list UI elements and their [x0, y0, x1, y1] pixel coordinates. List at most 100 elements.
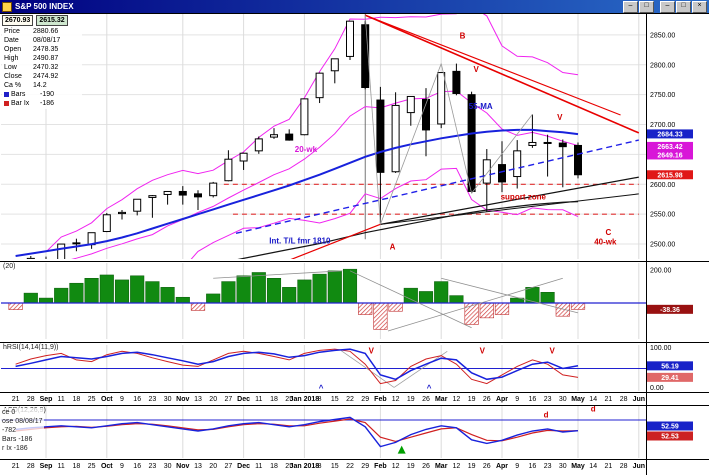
svg-text:25: 25 — [285, 396, 293, 403]
svg-text:Apr: Apr — [496, 463, 508, 470]
svg-text:9: 9 — [515, 463, 519, 470]
svg-text:23: 23 — [149, 463, 157, 470]
svg-text:16: 16 — [133, 463, 141, 470]
svg-text:Feb: Feb — [374, 396, 386, 403]
svg-text:11: 11 — [255, 396, 262, 403]
svg-text:2684.33: 2684.33 — [657, 131, 682, 138]
svg-text:22: 22 — [346, 396, 354, 403]
svg-text:Int. T/L fmr 1810: Int. T/L fmr 1810 — [269, 236, 331, 245]
svg-text:30: 30 — [559, 396, 567, 403]
data-window-row: Bars -190 — [4, 90, 80, 99]
svg-text:26: 26 — [483, 463, 491, 470]
data-window-row: Price 2880.66 — [4, 28, 59, 35]
srsi-panel-label: hRSI(14,14(11,9)) — [3, 344, 59, 351]
svg-text:13: 13 — [194, 463, 202, 470]
svg-text:2750.00: 2750.00 — [650, 92, 675, 99]
svg-text:25: 25 — [88, 463, 96, 470]
svg-text:May: May — [571, 463, 585, 470]
svg-text:Mar: Mar — [435, 396, 448, 403]
svg-text:Nov: Nov — [176, 463, 189, 470]
svg-text:40-wk: 40-wk — [594, 238, 617, 247]
svg-text:11: 11 — [58, 463, 65, 470]
svg-text:May: May — [571, 396, 585, 403]
svg-text:Apr: Apr — [496, 396, 508, 403]
svg-text:2800.00: 2800.00 — [650, 62, 675, 69]
svg-text:2500.00: 2500.00 — [650, 242, 675, 249]
maximize-button[interactable]: □ — [676, 0, 691, 13]
svg-text:27: 27 — [225, 396, 233, 403]
svg-text:suport zone: suport zone — [501, 192, 547, 201]
svg-text:30: 30 — [164, 463, 172, 470]
svg-text:14: 14 — [589, 396, 597, 403]
svg-text:8: 8 — [318, 396, 322, 403]
svg-text:21: 21 — [605, 463, 613, 470]
svg-text:19: 19 — [407, 463, 415, 470]
svg-text:18: 18 — [73, 396, 81, 403]
svg-text:18: 18 — [270, 396, 278, 403]
price-tags: 2670.93 2615.32 — [2, 15, 68, 26]
svg-text:Dec: Dec — [237, 463, 250, 470]
svg-text:18: 18 — [270, 463, 278, 470]
svg-text:Feb: Feb — [374, 463, 386, 470]
svg-text:A: A — [390, 242, 396, 251]
svg-text:Mar: Mar — [435, 463, 448, 470]
data-window-row: Bar Ix -186 — [4, 99, 80, 108]
data-window-row: Open 2478.35 — [4, 46, 59, 53]
svg-text:Jan 2018: Jan 2018 — [290, 463, 320, 470]
svg-text:Sep: Sep — [40, 463, 53, 470]
data-window-row: Low 2470.32 — [4, 64, 59, 71]
close-button[interactable]: × — [692, 0, 707, 13]
svg-text:2850.00: 2850.00 — [650, 32, 675, 39]
svg-text:26: 26 — [422, 463, 430, 470]
svg-text:16: 16 — [133, 396, 141, 403]
svg-text:V: V — [557, 113, 563, 122]
svg-text:20: 20 — [209, 463, 217, 470]
svg-text:29: 29 — [361, 396, 369, 403]
svg-text:100.00: 100.00 — [650, 345, 672, 352]
svg-text:52.53: 52.53 — [661, 434, 679, 441]
svg-text:23: 23 — [544, 463, 552, 470]
svg-text:-38.36: -38.36 — [660, 307, 680, 314]
svg-text:21: 21 — [12, 396, 20, 403]
svg-text:56.19: 56.19 — [661, 363, 679, 370]
title-bar[interactable]: S&P 500 INDEX – □ – □ × — [0, 0, 709, 13]
svg-text:22: 22 — [346, 463, 354, 470]
svg-text:^: ^ — [427, 384, 432, 393]
svg-text:11: 11 — [58, 396, 65, 403]
svg-text:^: ^ — [319, 384, 324, 393]
svg-text:27: 27 — [225, 463, 233, 470]
svg-text:2550.00: 2550.00 — [650, 212, 675, 219]
oscillator-panel-label: (20) — [3, 263, 16, 270]
child-restore-button[interactable]: □ — [639, 0, 654, 13]
svg-text:12: 12 — [453, 396, 461, 403]
price-tag-2: 2615.32 — [36, 15, 68, 26]
svg-text:28: 28 — [27, 463, 35, 470]
minimize-button[interactable]: – — [660, 0, 675, 13]
svg-text:V: V — [480, 346, 486, 355]
svg-text:15: 15 — [331, 396, 339, 403]
svg-text:B: B — [460, 32, 466, 41]
svg-text:15: 15 — [331, 463, 339, 470]
svg-text:29: 29 — [361, 463, 369, 470]
data-window: Price 2880.66 Date 08/08/17 Open 2478.35 High 2… — [2, 26, 82, 109]
svg-text:2615.98: 2615.98 — [657, 172, 682, 179]
svg-text:19: 19 — [407, 396, 415, 403]
svg-text:21: 21 — [605, 396, 613, 403]
child-minimize-button[interactable]: – — [623, 0, 638, 13]
svg-text:2700.00: 2700.00 — [650, 122, 675, 129]
data-window-row: Ca % 14.2 — [4, 82, 47, 89]
svg-text:d: d — [544, 410, 549, 419]
svg-text:55-MA: 55-MA — [469, 102, 493, 111]
svg-text:25: 25 — [285, 463, 293, 470]
svg-text:Nov: Nov — [176, 396, 189, 403]
svg-text:Sep: Sep — [40, 396, 53, 403]
svg-text:19: 19 — [468, 396, 476, 403]
svg-text:11: 11 — [255, 463, 262, 470]
svg-text:23: 23 — [544, 396, 552, 403]
svg-text:25: 25 — [88, 396, 96, 403]
svg-text:19: 19 — [468, 463, 476, 470]
app-icon — [2, 1, 12, 12]
svg-text:2600.00: 2600.00 — [650, 182, 675, 189]
